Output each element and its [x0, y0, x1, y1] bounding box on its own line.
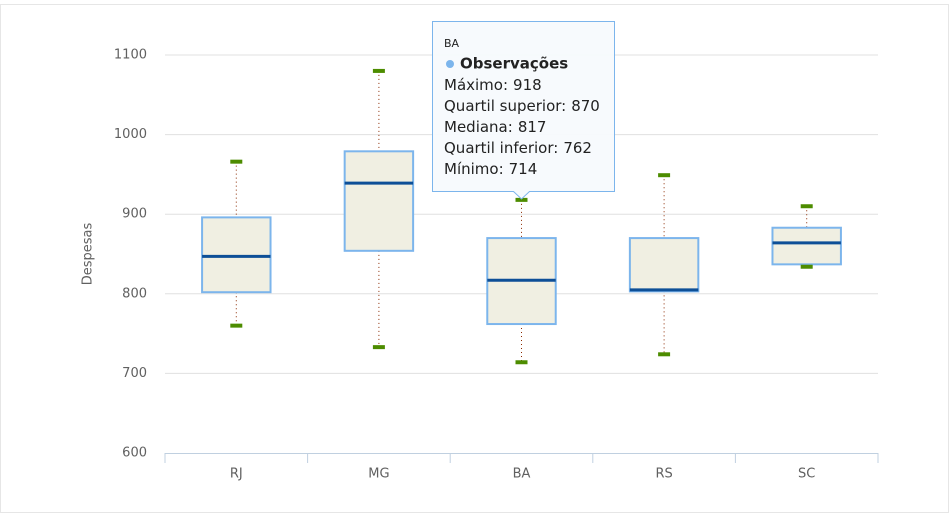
y-tick-label: 1000	[114, 127, 147, 142]
box[interactable]	[343, 150, 415, 252]
tooltip-row: Mínimo: 714	[444, 160, 537, 178]
tooltip-value: 714	[509, 160, 538, 178]
x-tick-label: MG	[368, 467, 389, 482]
tooltip-label: Máximo:	[444, 76, 508, 94]
y-axis-title: Despesas	[81, 223, 96, 286]
tooltip-category: BA	[444, 37, 460, 50]
tooltip-box	[432, 21, 615, 200]
tooltip-row: Quartil inferior: 762	[444, 139, 592, 157]
tooltip-row: Mediana: 817	[444, 118, 546, 136]
y-tick-label: 600	[122, 446, 147, 461]
x-tick-label: SC	[798, 467, 815, 482]
tooltip-label: Mínimo:	[444, 160, 504, 178]
tooltip-row: Máximo: 918	[444, 76, 542, 94]
y-tick-label: 700	[122, 366, 147, 381]
x-tick-label: RJ	[230, 467, 243, 482]
box[interactable]	[201, 216, 272, 294]
tooltip-value: 762	[563, 139, 592, 157]
tooltip-label: Quartil inferior:	[444, 139, 558, 157]
tooltip-value: 918	[513, 76, 542, 94]
box[interactable]	[628, 237, 700, 293]
tooltip-series: Observações	[460, 55, 568, 73]
tooltip-value: 870	[571, 97, 600, 115]
tooltip-marker	[446, 60, 454, 68]
tooltip-value: 817	[518, 118, 547, 136]
y-tick-label: 800	[122, 286, 147, 301]
x-tick-label: RS	[655, 467, 672, 482]
x-tick-label: BA	[513, 467, 531, 482]
y-tick-label: 1100	[114, 48, 147, 63]
tooltip-label: Mediana:	[444, 118, 513, 136]
y-tick-label: 900	[122, 207, 147, 222]
tooltip-row: Quartil superior: 870	[444, 97, 600, 115]
tooltip-label: Quartil superior:	[444, 97, 566, 115]
box[interactable]	[771, 226, 842, 266]
